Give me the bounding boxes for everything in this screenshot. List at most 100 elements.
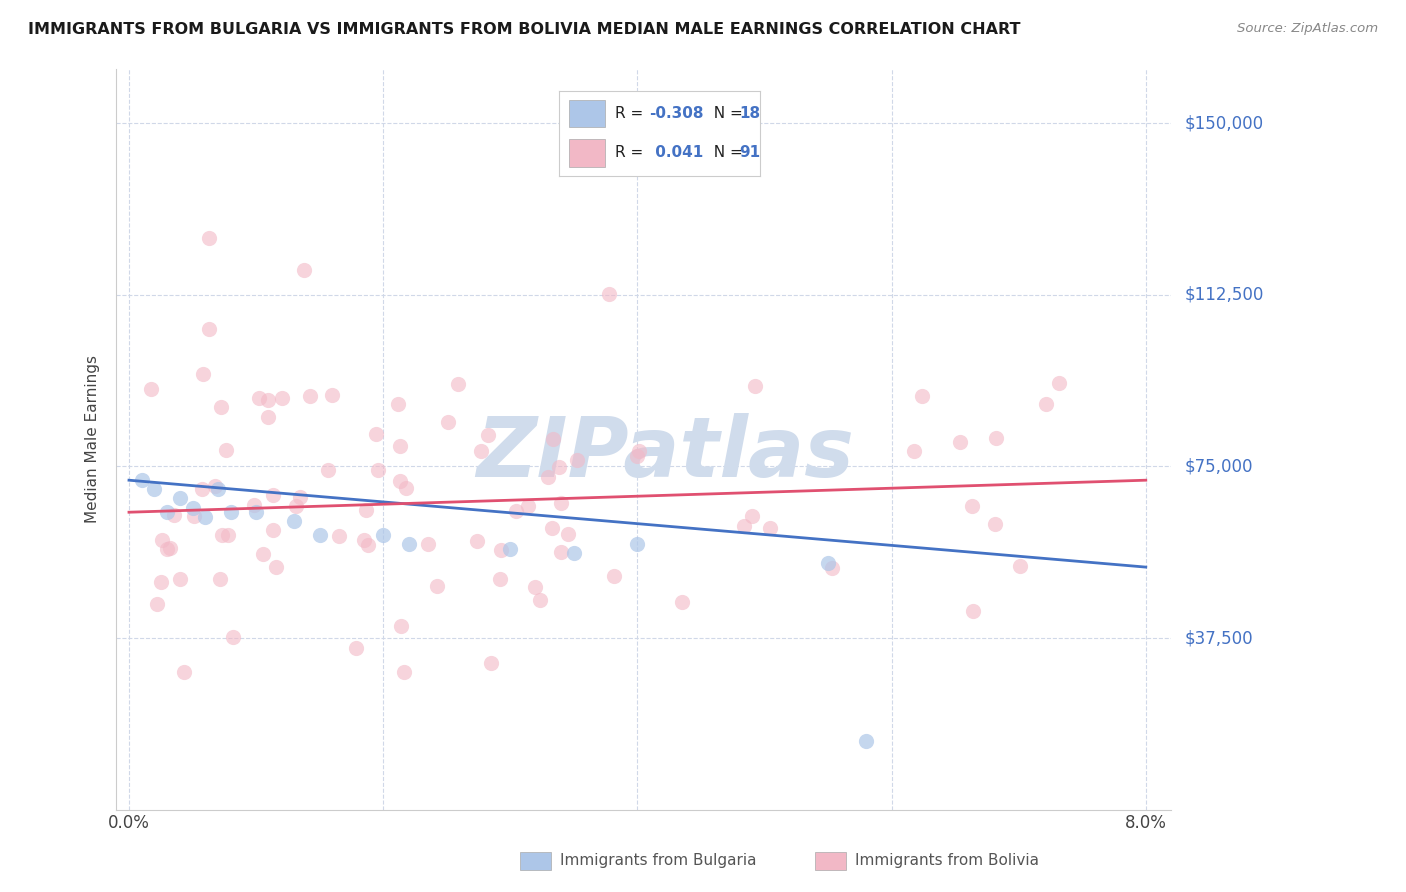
- Point: [150, 574, 173, 589]
- Point: [308, 528, 330, 542]
- Point: [598, 287, 620, 301]
- Point: [209, 572, 232, 586]
- Point: [219, 505, 242, 519]
- Text: IMMIGRANTS FROM BULGARIA VS IMMIGRANTS FROM BOLIVIA MEDIAN MALE EARNINGS CORRELA: IMMIGRANTS FROM BULGARIA VS IMMIGRANTS F…: [28, 22, 1021, 37]
- Point: [211, 528, 233, 542]
- Point: [984, 431, 1007, 445]
- Point: [262, 488, 284, 502]
- Point: [367, 463, 389, 477]
- Point: [207, 483, 229, 497]
- Point: [191, 482, 214, 496]
- Point: [499, 541, 522, 556]
- Point: [436, 415, 458, 429]
- Text: Immigrants from Bolivia: Immigrants from Bolivia: [855, 854, 1039, 868]
- Point: [169, 572, 191, 586]
- Point: [565, 452, 588, 467]
- Point: [222, 630, 245, 644]
- Point: [398, 537, 420, 551]
- Point: [194, 509, 217, 524]
- Point: [288, 491, 311, 505]
- Point: [366, 426, 388, 441]
- Point: [209, 400, 232, 414]
- Point: [741, 508, 763, 523]
- Point: [257, 392, 280, 407]
- Point: [391, 619, 413, 633]
- Point: [855, 734, 877, 748]
- Point: [488, 572, 510, 586]
- Point: [131, 473, 153, 487]
- Point: [984, 516, 1007, 531]
- Point: [242, 498, 264, 512]
- Point: [744, 379, 766, 393]
- Text: $112,500: $112,500: [1185, 286, 1264, 304]
- Point: [426, 578, 449, 592]
- Point: [344, 641, 367, 656]
- Point: [204, 479, 226, 493]
- Text: Source: ZipAtlas.com: Source: ZipAtlas.com: [1237, 22, 1378, 36]
- Point: [733, 518, 755, 533]
- Point: [284, 499, 307, 513]
- Point: [821, 561, 844, 575]
- Point: [247, 392, 270, 406]
- Point: [198, 322, 221, 336]
- Point: [215, 443, 238, 458]
- Point: [537, 469, 560, 483]
- Point: [628, 444, 651, 458]
- Point: [389, 439, 412, 453]
- Point: [183, 509, 205, 524]
- Point: [517, 499, 540, 513]
- Point: [356, 502, 378, 516]
- Point: [903, 443, 925, 458]
- Point: [169, 491, 191, 506]
- Y-axis label: Median Male Earnings: Median Male Earnings: [86, 355, 100, 523]
- Point: [321, 388, 343, 402]
- Point: [550, 496, 572, 510]
- Point: [1035, 397, 1057, 411]
- Point: [145, 597, 167, 611]
- Point: [357, 538, 380, 552]
- Point: [416, 537, 439, 551]
- Point: [541, 432, 564, 446]
- Point: [1047, 376, 1070, 390]
- Point: [163, 508, 186, 522]
- Point: [262, 523, 284, 537]
- Point: [181, 500, 204, 515]
- Point: [1008, 559, 1031, 574]
- Point: [557, 527, 579, 541]
- Text: $75,000: $75,000: [1185, 458, 1254, 475]
- Text: ZIPatlas: ZIPatlas: [475, 413, 853, 494]
- Point: [671, 594, 693, 608]
- Point: [550, 544, 572, 558]
- Point: [191, 367, 214, 381]
- Point: [626, 450, 648, 464]
- Point: [159, 541, 181, 556]
- Point: [256, 410, 278, 425]
- Point: [389, 474, 412, 488]
- Point: [292, 262, 315, 277]
- Point: [447, 377, 470, 392]
- Text: Immigrants from Bulgaria: Immigrants from Bulgaria: [560, 854, 756, 868]
- Point: [318, 463, 340, 477]
- Point: [758, 521, 780, 535]
- Point: [395, 481, 418, 495]
- Point: [245, 505, 267, 519]
- Point: [353, 533, 375, 548]
- Point: [470, 444, 492, 458]
- Point: [491, 543, 513, 558]
- Point: [150, 533, 173, 547]
- Point: [962, 604, 984, 618]
- Text: $37,500: $37,500: [1185, 629, 1254, 647]
- Point: [173, 665, 195, 680]
- Point: [143, 483, 166, 497]
- Point: [540, 521, 562, 535]
- Point: [817, 556, 839, 570]
- Point: [139, 382, 162, 396]
- Point: [394, 665, 416, 680]
- Point: [198, 231, 221, 245]
- Point: [548, 460, 571, 475]
- Point: [477, 427, 499, 442]
- Point: [962, 499, 984, 513]
- Point: [373, 528, 395, 542]
- Point: [283, 514, 305, 528]
- Point: [328, 529, 350, 543]
